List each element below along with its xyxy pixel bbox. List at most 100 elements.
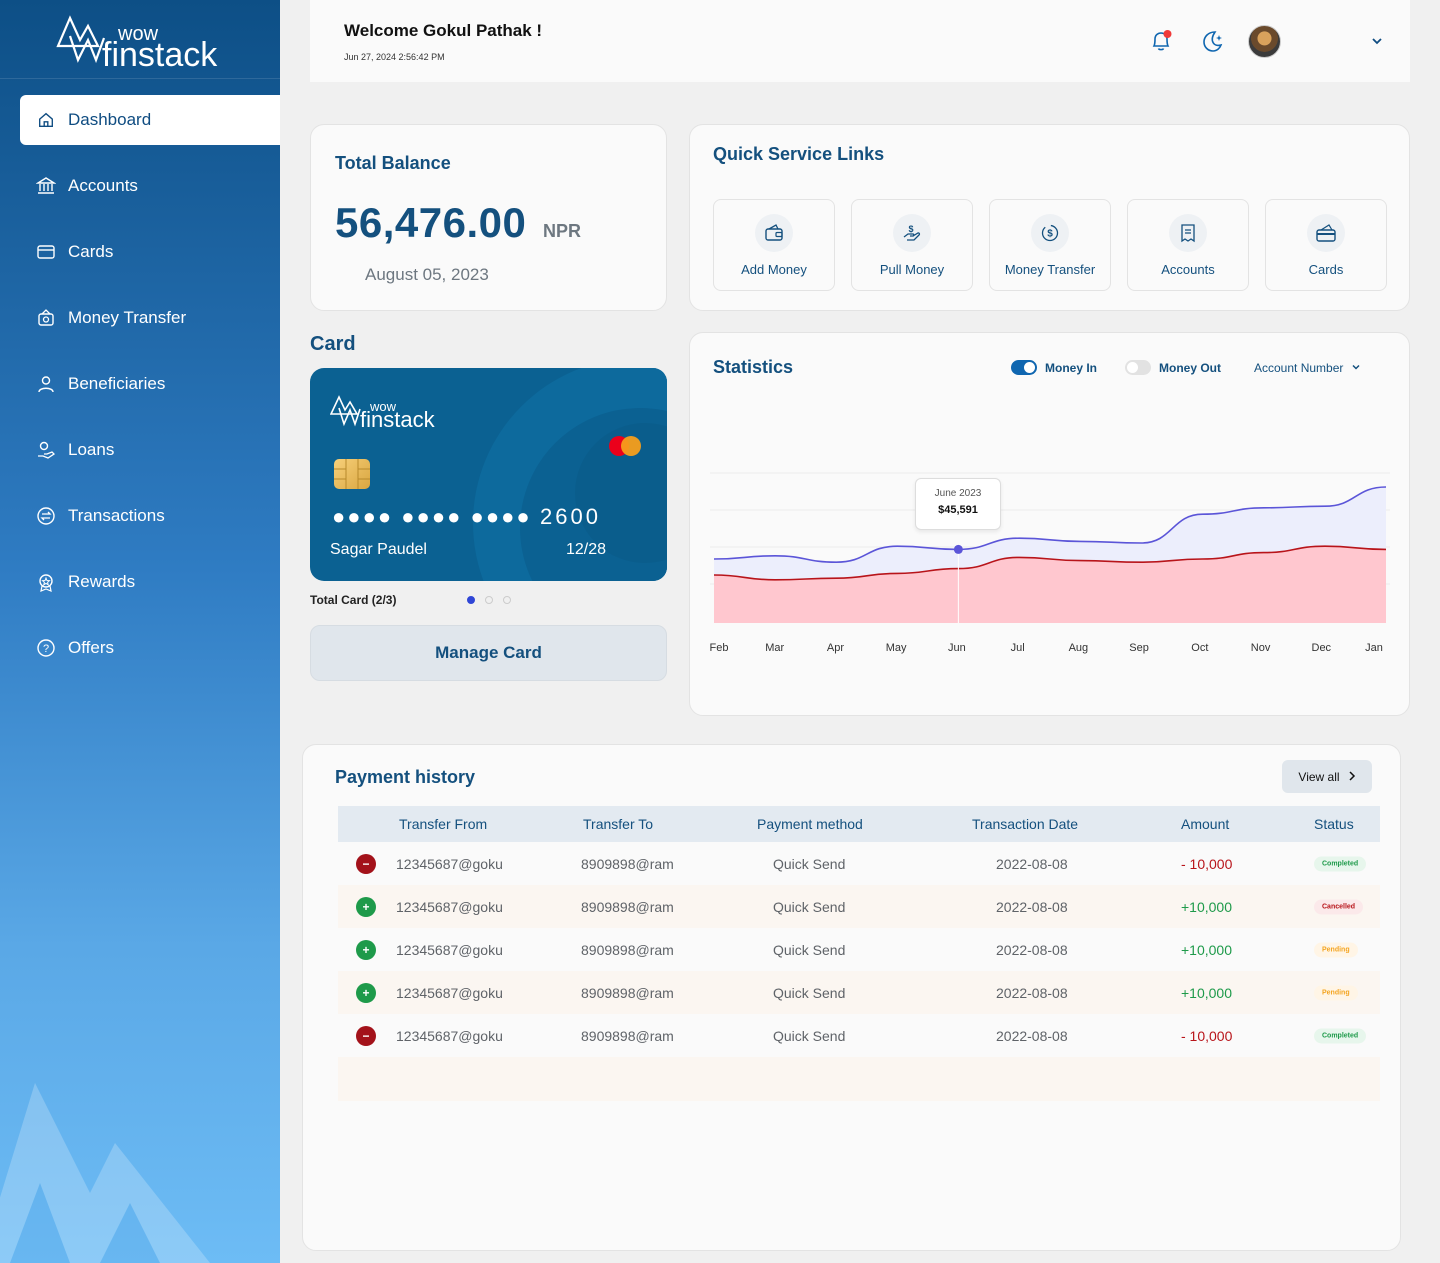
hand-money-icon: $ [893, 214, 931, 252]
amount: +10,000 [1181, 984, 1232, 1001]
quick-link-money-transfer[interactable]: $ Money Transfer [989, 199, 1111, 291]
column-header: Transaction Date [972, 816, 1079, 832]
home-icon [36, 110, 56, 130]
loan-icon [36, 440, 56, 460]
status-text: Pending [1314, 942, 1358, 957]
total-balance-panel: Total Balance 56,476.00 NPR August 05, 2… [310, 124, 667, 311]
sidebar-item-loans[interactable]: Loans [0, 425, 280, 475]
mastercard-icon [609, 436, 641, 456]
amount: - 10,000 [1181, 1027, 1233, 1044]
user-icon [36, 374, 56, 394]
account-number-select[interactable]: Account Number [1254, 361, 1361, 375]
quick-link-accounts[interactable]: Accounts [1127, 199, 1249, 291]
x-tick-label: Dec [1311, 642, 1332, 654]
quick-links-panel: Quick Service Links Add Money $ Pull Mon… [689, 124, 1410, 311]
table-empty-row [338, 1057, 1380, 1101]
notification-bell-icon[interactable] [1147, 27, 1175, 55]
x-tick-label: Jun [948, 642, 966, 654]
sidebar-item-accounts[interactable]: Accounts [0, 161, 280, 211]
current-datetime: Jun 27, 2024 2:56:42 PM [344, 52, 445, 62]
quick-link-label: Add Money [741, 262, 807, 277]
quick-link-pull-money[interactable]: $ Pull Money [851, 199, 973, 291]
sidebar-item-label: Cards [68, 242, 114, 261]
table-row[interactable]: −12345687@goku 8909898@ram Quick Send 2022-… [338, 842, 1380, 885]
highlight-point[interactable] [953, 544, 963, 554]
manage-card-button[interactable]: Manage Card [310, 625, 667, 681]
toggle-knob [1127, 362, 1138, 373]
quick-link-label: Pull Money [879, 262, 945, 277]
balance-date: August 05, 2023 [365, 265, 489, 284]
chevron-right-icon [1348, 770, 1356, 784]
payment-method: Quick Send [773, 855, 846, 872]
reward-icon [36, 572, 56, 592]
money-transfer-icon: $ [1031, 214, 1069, 252]
transfer-from: 12345687@goku [396, 1027, 503, 1044]
sidebar-item-label: Loans [68, 440, 115, 459]
chevron-down-icon[interactable] [1363, 27, 1391, 55]
welcome-text: Welcome Gokul Pathak ! [344, 21, 543, 40]
card-brand-bottom: finstack [360, 407, 436, 430]
card-chip-icon [334, 459, 370, 489]
carousel-dot-active[interactable] [467, 596, 475, 604]
sidebar-item-rewards[interactable]: Rewards [0, 557, 280, 607]
series-area-1 [714, 546, 1386, 623]
table-row[interactable]: +12345687@goku 8909898@ram Quick Send 2022-… [338, 928, 1380, 971]
transaction-date: 2022-08-08 [996, 855, 1068, 872]
brand-bottom: finstack [102, 36, 218, 70]
chevron-down-icon [1351, 361, 1361, 375]
sidebar-item-dashboard[interactable]: Dashboard [20, 95, 280, 145]
statistics-title: Statistics [713, 357, 794, 377]
money-in-label: Money In [1045, 361, 1098, 375]
transfer-to: 8909898@ram [581, 984, 674, 1001]
avatar[interactable] [1248, 25, 1281, 58]
payment-method: Quick Send [773, 1027, 846, 1044]
payment-method: Quick Send [773, 984, 846, 1001]
sidebar-nav: Dashboard Accounts Cards Money Transfer … [0, 95, 280, 689]
card-last-four: 2600 [540, 504, 601, 529]
quick-link-add-money[interactable]: Add Money [713, 199, 835, 291]
statistics-chart [710, 472, 1390, 623]
sidebar-item-cards[interactable]: Cards [0, 227, 280, 277]
receipt-icon [1169, 214, 1207, 252]
sidebar-watermark [0, 1083, 210, 1263]
dark-mode-icon[interactable] [1198, 27, 1226, 55]
x-tick-label: Oct [1191, 642, 1209, 654]
brand-logo[interactable]: wow finstack [56, 14, 226, 70]
transfer-to: 8909898@ram [581, 855, 674, 872]
balance-amount: 56,476.00 [335, 199, 527, 246]
amount: - 10,000 [1181, 855, 1233, 872]
card-brand-logo: wow finstack [330, 395, 436, 430]
carousel-dot[interactable] [503, 596, 511, 604]
tooltip-month: June 2023 [934, 488, 982, 499]
transfer-to: 8909898@ram [581, 1027, 674, 1044]
sidebar-item-money-transfer[interactable]: Money Transfer [0, 293, 280, 343]
transaction-date: 2022-08-08 [996, 941, 1068, 958]
table-row[interactable]: −12345687@goku 8909898@ram Quick Send 2022-… [338, 1014, 1380, 1057]
table-body: −12345687@goku 8909898@ram Quick Send 2022-… [338, 842, 1380, 1057]
money-out-toggle[interactable] [1125, 360, 1151, 375]
money-in-toggle[interactable] [1011, 360, 1037, 375]
transfer-from: 12345687@goku [396, 941, 503, 958]
table-row[interactable]: +12345687@goku 8909898@ram Quick Send 2022-… [338, 885, 1380, 928]
sidebar-item-transactions[interactable]: Transactions [0, 491, 280, 541]
amount: +10,000 [1181, 898, 1232, 915]
quick-link-cards[interactable]: Cards [1265, 199, 1387, 291]
column-header: Status [1314, 816, 1354, 832]
transaction-date: 2022-08-08 [996, 1027, 1068, 1044]
money-out-label: Money Out [1159, 361, 1221, 375]
payment-method: Quick Send [773, 941, 846, 958]
account-select-label: Account Number [1254, 361, 1344, 375]
carousel-dot[interactable] [485, 596, 493, 604]
sidebar-item-offers[interactable]: ? Offers [0, 623, 280, 673]
credit-card[interactable]: wow finstack ●●●● ●●●● ●●●● 2600 Sagar P… [310, 368, 667, 581]
sidebar-item-beneficiaries[interactable]: Beneficiaries [0, 359, 280, 409]
exchange-icon [36, 506, 56, 526]
toggle-knob [1024, 362, 1035, 373]
sidebar-item-label: Offers [68, 638, 114, 657]
svg-text:$: $ [908, 224, 913, 234]
column-header: Payment method [757, 816, 863, 832]
table-row[interactable]: +12345687@goku 8909898@ram Quick Send 2022-… [338, 971, 1380, 1014]
svg-text:?: ? [43, 643, 49, 655]
sidebar-item-label: Money Transfer [68, 308, 187, 327]
view-all-button[interactable]: View all [1282, 760, 1372, 793]
